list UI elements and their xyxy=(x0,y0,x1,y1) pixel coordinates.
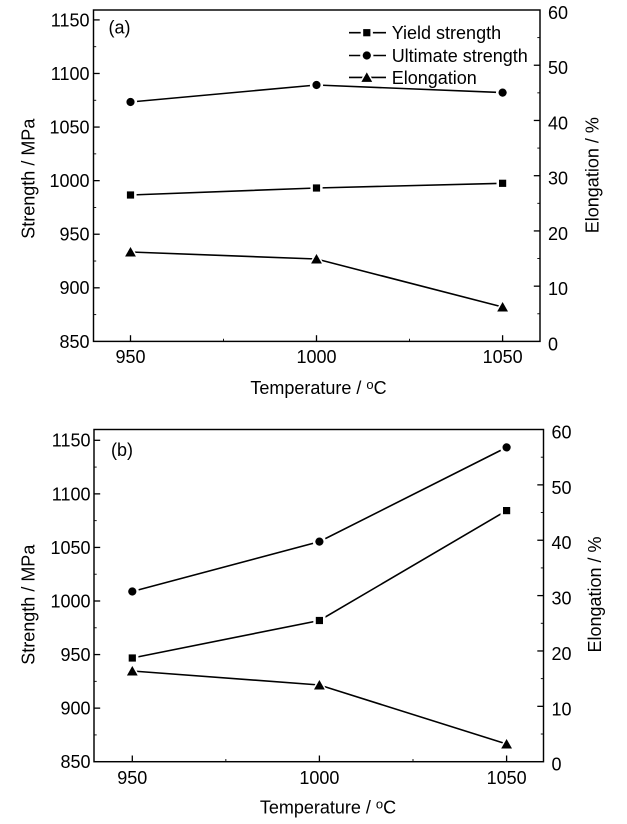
svg-text:0: 0 xyxy=(552,755,562,775)
svg-text:1100: 1100 xyxy=(51,64,90,84)
svg-text:30: 30 xyxy=(548,169,568,189)
svg-text:850: 850 xyxy=(59,332,89,352)
svg-text:Ultimate strength: Ultimate strength xyxy=(392,46,528,66)
svg-text:10: 10 xyxy=(552,699,572,719)
svg-text:1050: 1050 xyxy=(50,538,90,558)
svg-text:850: 850 xyxy=(60,752,90,772)
svg-text:950: 950 xyxy=(60,645,90,665)
svg-text:40: 40 xyxy=(552,533,572,553)
svg-text:60: 60 xyxy=(552,423,572,443)
svg-text:1150: 1150 xyxy=(51,10,90,30)
svg-text:Elongation / %: Elongation / % xyxy=(583,117,603,233)
svg-text:1100: 1100 xyxy=(52,484,91,504)
svg-text:900: 900 xyxy=(59,278,89,298)
svg-text:60: 60 xyxy=(548,3,568,23)
svg-text:Yield strength: Yield strength xyxy=(392,23,501,43)
svg-text:Elongation / %: Elongation / % xyxy=(585,536,605,652)
svg-text:1050: 1050 xyxy=(49,117,89,137)
svg-text:1050: 1050 xyxy=(483,347,523,367)
svg-text:950: 950 xyxy=(117,768,147,788)
svg-text:900: 900 xyxy=(60,699,90,719)
svg-text:1000: 1000 xyxy=(299,768,339,788)
svg-text:Temperature / oC: Temperature / oC xyxy=(250,377,386,398)
svg-text:Elongation: Elongation xyxy=(392,68,477,88)
svg-text:Temperature / oC: Temperature / oC xyxy=(260,797,396,818)
svg-text:50: 50 xyxy=(552,478,572,498)
svg-text:950: 950 xyxy=(59,225,89,245)
svg-text:1000: 1000 xyxy=(296,347,336,367)
svg-text:20: 20 xyxy=(548,224,568,244)
svg-text:1000: 1000 xyxy=(50,591,90,611)
svg-text:Strength / MPa: Strength / MPa xyxy=(19,118,39,239)
svg-text:1150: 1150 xyxy=(52,431,91,451)
svg-text:1000: 1000 xyxy=(49,171,89,191)
svg-text:0: 0 xyxy=(548,334,558,354)
svg-text:1050: 1050 xyxy=(487,768,527,788)
svg-text:(a): (a) xyxy=(109,17,131,37)
svg-text:40: 40 xyxy=(548,113,568,133)
svg-text:20: 20 xyxy=(552,644,572,664)
svg-text:50: 50 xyxy=(548,58,568,78)
svg-text:30: 30 xyxy=(552,589,572,609)
svg-text:950: 950 xyxy=(115,347,145,367)
svg-text:Strength / MPa: Strength / MPa xyxy=(19,544,39,665)
svg-text:10: 10 xyxy=(548,279,568,299)
svg-text:(b): (b) xyxy=(111,440,133,460)
